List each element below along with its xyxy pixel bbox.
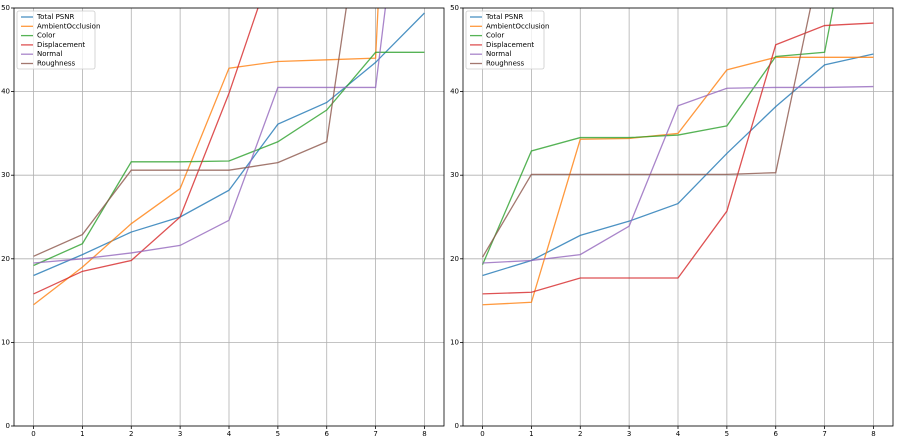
x-tick-label: 7 bbox=[822, 430, 826, 438]
legend-label: AmbientOcclusion bbox=[486, 22, 549, 30]
y-tick-label: 50 bbox=[450, 4, 459, 12]
plot-frame bbox=[13, 7, 445, 427]
legend-box bbox=[465, 10, 545, 70]
legend-box bbox=[16, 10, 96, 70]
legend-label: Roughness bbox=[486, 60, 525, 68]
series-line bbox=[33, 51, 425, 267]
x-tick-label: 8 bbox=[422, 430, 426, 438]
legend-label: Total PSNR bbox=[36, 13, 74, 21]
y-tick-label: 20 bbox=[450, 255, 459, 263]
x-tick-label: 2 bbox=[129, 430, 133, 438]
x-tick-label: 1 bbox=[529, 430, 533, 438]
series-line bbox=[482, 53, 874, 277]
y-tick-label: 0 bbox=[455, 422, 459, 430]
y-tick-label: 20 bbox=[1, 255, 10, 263]
legend-label: Roughness bbox=[37, 60, 76, 68]
y-tick-label: 50 bbox=[1, 4, 10, 12]
chart: 0 1 2 3 4 5 6 7 8 0 10 20 30 40 50 Total PSNRAmbientOcc… bbox=[450, 4, 894, 438]
x-tick-label: 2 bbox=[578, 430, 582, 438]
y-tick-label: 10 bbox=[1, 338, 10, 346]
x-tick-label: 4 bbox=[676, 430, 681, 438]
y-tick-label: 10 bbox=[450, 338, 459, 346]
x-tick-label: 0 bbox=[480, 430, 484, 438]
series-line bbox=[33, 8, 379, 306]
x-tick-label: 0 bbox=[31, 430, 35, 438]
series-line bbox=[482, 22, 874, 295]
legend-label: Normal bbox=[37, 50, 62, 58]
series-line bbox=[33, 8, 259, 295]
x-tick-label: 6 bbox=[324, 430, 329, 438]
x-tick-label: 3 bbox=[178, 430, 182, 438]
y-tick-label: 40 bbox=[450, 88, 459, 96]
plot-frame bbox=[462, 7, 894, 427]
legend-label: AmbientOcclusion bbox=[37, 22, 100, 30]
x-tick-label: 7 bbox=[373, 430, 377, 438]
series-line bbox=[482, 56, 874, 306]
plot-lines bbox=[33, 8, 425, 306]
x-tick-label: 5 bbox=[276, 430, 280, 438]
plot-lines bbox=[481, 8, 874, 306]
legend-label: Displacement bbox=[486, 41, 534, 49]
series-line bbox=[33, 8, 347, 257]
series-line bbox=[481, 8, 834, 265]
x-tick-label: 8 bbox=[871, 430, 875, 438]
y-tick-label: 30 bbox=[450, 171, 459, 179]
legend-label: Total PSNR bbox=[485, 13, 523, 21]
legend-label: Color bbox=[486, 32, 504, 40]
legend-label: Color bbox=[37, 32, 55, 40]
x-tick-label: 4 bbox=[227, 430, 232, 438]
chart: 0 1 2 3 4 5 6 7 8 0 10 20 30 40 50 Total PSNRAmbientOcc… bbox=[1, 4, 445, 438]
legend-label: Normal bbox=[486, 50, 511, 58]
x-tick-label: 1 bbox=[80, 430, 84, 438]
series-line bbox=[33, 8, 387, 264]
legend-label: Displacement bbox=[37, 41, 85, 49]
series-line bbox=[33, 12, 425, 277]
x-tick-label: 5 bbox=[725, 430, 729, 438]
y-tick-label: 30 bbox=[1, 171, 10, 179]
x-tick-label: 3 bbox=[627, 430, 631, 438]
y-tick-label: 40 bbox=[1, 88, 10, 96]
series-line bbox=[481, 8, 812, 258]
x-tick-label: 6 bbox=[773, 430, 778, 438]
y-tick-label: 0 bbox=[6, 422, 10, 430]
series-line bbox=[482, 85, 874, 264]
